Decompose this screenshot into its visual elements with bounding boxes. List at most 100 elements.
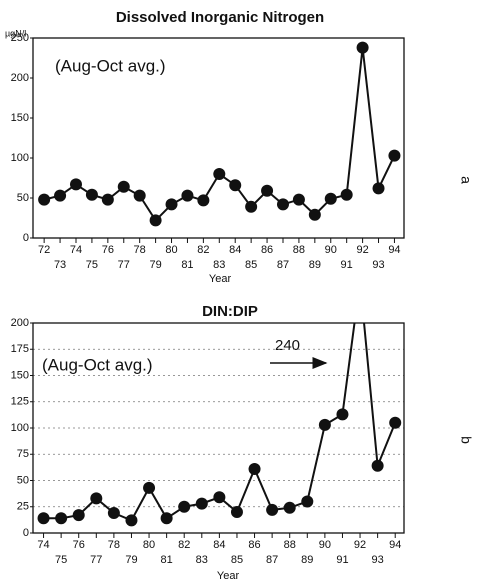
x-tick-label: 87: [266, 554, 278, 566]
y-tick-label: 100: [11, 422, 29, 434]
y-tick-label: 100: [11, 152, 29, 164]
y-tick-label: 200: [11, 72, 29, 84]
y-tick-label: 150: [11, 112, 29, 124]
plot-frame: [32, 37, 405, 239]
x-tick-label: 81: [161, 554, 173, 566]
point: [54, 189, 67, 202]
point: [197, 194, 210, 207]
x-tick-label: 89: [309, 259, 321, 271]
point: [230, 506, 243, 518]
x-tick-label: 84: [229, 244, 241, 256]
point: [371, 459, 384, 472]
x-tick-label: 87: [277, 259, 289, 271]
y-tick-label: 0: [23, 527, 29, 539]
x-tick-label: 86: [261, 244, 273, 256]
x-tick-label: 91: [341, 259, 353, 271]
point: [125, 514, 138, 527]
x-tick-label: 80: [165, 244, 177, 256]
x-tick-label: 81: [181, 259, 193, 271]
x-tick-label: 76: [73, 539, 85, 551]
x-tick-label: 92: [356, 244, 368, 256]
x-tick-label: 79: [149, 259, 161, 271]
x-tick-label: 90: [319, 539, 331, 551]
point: [37, 512, 50, 525]
x-axis-label: Year: [217, 570, 240, 582]
y-unit-label: µgN/l: [5, 28, 26, 38]
x-tick-label: 85: [245, 259, 257, 271]
point: [160, 512, 173, 525]
x-tick-label: 80: [143, 539, 155, 551]
point: [245, 200, 258, 213]
point: [372, 182, 385, 195]
side-label: a: [458, 176, 474, 184]
x-tick-label: 92: [354, 539, 366, 551]
point: [181, 189, 194, 202]
point: [336, 408, 349, 421]
x-tick-label: 83: [196, 554, 208, 566]
point: [248, 462, 261, 475]
x-tick-label: 77: [90, 554, 102, 566]
x-tick-label: 93: [372, 554, 384, 566]
point: [178, 500, 191, 513]
x-tick-label: 76: [102, 244, 114, 256]
point: [149, 214, 162, 227]
y-tick-label: 175: [11, 343, 29, 355]
point: [101, 193, 114, 206]
point: [324, 192, 337, 205]
x-tick-label: 73: [54, 259, 66, 271]
point: [165, 198, 178, 211]
x-tick-label: 75: [86, 259, 98, 271]
x-tick-label: 83: [213, 259, 225, 271]
point: [276, 198, 289, 211]
point: [229, 179, 242, 192]
x-tick-label: 82: [197, 244, 209, 256]
x-tick-label: 91: [336, 554, 348, 566]
x-tick-label: 84: [213, 539, 225, 551]
x-tick-label: 86: [248, 539, 260, 551]
y-tick-label: 250: [11, 32, 29, 44]
x-tick-label: 74: [37, 539, 49, 551]
point: [69, 178, 82, 191]
point: [195, 497, 208, 510]
point: [90, 492, 103, 505]
point: [389, 416, 402, 429]
series: [38, 41, 401, 227]
x-tick-label: 94: [388, 244, 400, 256]
point: [308, 208, 321, 221]
x-tick-label: 77: [118, 259, 130, 271]
x-tick-label: 74: [70, 244, 82, 256]
chart-title: DIN:DIP: [202, 303, 258, 320]
point: [318, 418, 331, 431]
chart-title: Dissolved Inorganic Nitrogen: [116, 9, 324, 26]
x-tick-label: 93: [372, 259, 384, 271]
point: [133, 189, 146, 202]
plot-frame: [32, 322, 405, 534]
x-tick-label: 82: [178, 539, 190, 551]
x-tick-label: 90: [325, 244, 337, 256]
point: [107, 507, 120, 520]
x-tick-label: 79: [125, 554, 137, 566]
off-scale-value-label: 240: [275, 337, 300, 354]
point: [356, 41, 369, 54]
y-tick-label: 0: [23, 232, 29, 244]
point: [283, 501, 296, 514]
x-tick-label: 78: [134, 244, 146, 256]
y-tick-label: 25: [17, 501, 29, 513]
point: [55, 512, 68, 525]
annotation: (Aug-Oct avg.): [42, 355, 153, 374]
y-tick-label: 50: [17, 474, 29, 486]
point: [388, 149, 401, 162]
point: [301, 495, 314, 508]
y-tick-label: 75: [17, 448, 29, 460]
y-tick-label: 150: [11, 369, 29, 381]
x-tick-label: 94: [389, 539, 401, 551]
x-tick-label: 85: [231, 554, 243, 566]
point: [117, 180, 130, 193]
point: [213, 168, 226, 180]
y-tick-label: 200: [11, 317, 29, 329]
side-label: b: [458, 436, 474, 444]
point: [292, 193, 305, 206]
x-tick-label: 89: [301, 554, 313, 566]
x-tick-label: 88: [284, 539, 296, 551]
